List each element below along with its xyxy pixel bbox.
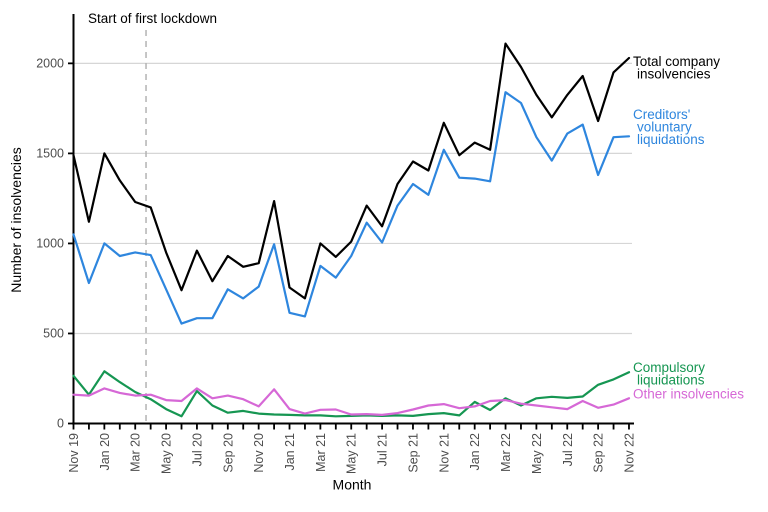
x-tick-label: Jul 21 <box>376 433 390 466</box>
x-tick-label: Mar 20 <box>129 433 143 472</box>
x-tick-label: Jan 21 <box>283 433 297 471</box>
y-tick-label: 1500 <box>36 147 64 161</box>
x-tick-label: Jul 20 <box>190 433 204 466</box>
x-tick-label: May 21 <box>345 433 359 474</box>
series-line-other-insolvencies <box>72 387 631 416</box>
series-label-line: voluntary <box>637 120 692 135</box>
x-tick-label: Mar 21 <box>314 433 328 472</box>
y-tick-label: 2000 <box>36 57 64 71</box>
x-tick-label: Jan 22 <box>468 433 482 471</box>
x-tick-label: Jul 22 <box>561 433 575 466</box>
x-tick-label: Jan 20 <box>98 433 112 471</box>
x-axis-title: Month <box>333 477 372 493</box>
series-label-line: liquidations <box>637 132 705 147</box>
series-label-line: Creditors' <box>633 107 690 122</box>
series-label-line: insolvencies <box>637 67 711 82</box>
lockdown-annotation: Start of first lockdown <box>88 11 217 26</box>
x-tick-label: May 22 <box>530 433 544 474</box>
x-tick-label: Nov 22 <box>622 433 636 473</box>
y-tick-label: 0 <box>57 417 64 431</box>
x-tick-label: Mar 22 <box>499 433 513 472</box>
y-tick-label: 500 <box>43 327 64 341</box>
series-line-compulsory-liquidations <box>72 370 631 418</box>
series-label-line: liquidations <box>637 373 705 388</box>
x-tick-label: Sep 21 <box>406 433 420 473</box>
y-axis-title: Number of insolvencies <box>8 147 24 293</box>
x-tick-label: Nov 20 <box>252 433 266 473</box>
x-tick-label: Sep 20 <box>221 433 235 473</box>
series-label-line: Other insolvencies <box>633 387 744 402</box>
series-label-line: Compulsory <box>633 360 705 375</box>
x-tick-label: Nov 21 <box>437 433 451 473</box>
series-label-line: Total company <box>633 54 720 69</box>
series-line-creditors-voluntary-liquidations <box>72 91 631 325</box>
series-line-total-company-insolvencies <box>72 42 631 300</box>
x-tick-label: Sep 22 <box>592 433 606 473</box>
x-tick-label: Nov 19 <box>67 433 81 473</box>
x-tick-label: May 20 <box>160 433 174 474</box>
series-label-other-insolvencies: Other insolvencies <box>633 387 744 402</box>
y-tick-label: 1000 <box>36 237 64 251</box>
